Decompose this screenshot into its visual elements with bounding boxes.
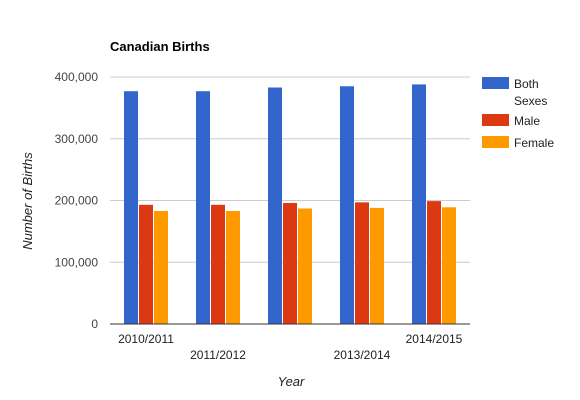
bar-male[interactable] xyxy=(427,201,441,324)
legend-label: Female xyxy=(514,136,554,150)
y-tick-label: 300,000 xyxy=(55,132,99,146)
x-tick-label: 2013/2014 xyxy=(334,348,391,362)
y-axis-tick-labels: 0 100,000 200,000 300,000 400,000 xyxy=(55,70,99,331)
x-axis-label: Year xyxy=(278,374,305,389)
bar-male[interactable] xyxy=(283,202,297,324)
legend-swatch xyxy=(482,77,509,89)
bar-both-sexes[interactable] xyxy=(124,91,138,324)
bar-female[interactable] xyxy=(370,207,384,324)
bar-female[interactable] xyxy=(154,210,168,324)
bar-male[interactable] xyxy=(355,202,369,324)
legend-swatch xyxy=(482,114,509,126)
bar-female[interactable] xyxy=(442,207,456,324)
bar-male[interactable] xyxy=(139,204,153,324)
x-axis-tick-labels: 2010/2011 2011/2012 2013/2014 2014/2015 xyxy=(118,332,463,362)
bar-both-sexes[interactable] xyxy=(412,84,426,324)
legend: Both Sexes Male Female xyxy=(482,77,554,150)
legend-label: Both Sexes xyxy=(514,77,547,108)
y-tick-label: 100,000 xyxy=(55,255,99,269)
legend-label: Male xyxy=(514,114,540,128)
bar-both-sexes[interactable] xyxy=(340,86,354,324)
y-tick-label: 0 xyxy=(91,317,98,331)
y-tick-label: 200,000 xyxy=(55,194,99,208)
bar-both-sexes[interactable] xyxy=(196,91,210,324)
chart-title: Canadian Births xyxy=(110,39,210,54)
bars xyxy=(124,84,456,324)
bar-female[interactable] xyxy=(298,208,312,324)
bar-both-sexes[interactable] xyxy=(268,87,282,324)
x-tick-label: 2010/2011 xyxy=(118,332,174,346)
y-axis-label: Number of Births xyxy=(20,152,35,250)
legend-swatch xyxy=(482,136,509,148)
bar-female[interactable] xyxy=(226,210,240,324)
x-tick-label: 2014/2015 xyxy=(406,332,463,346)
y-tick-label: 400,000 xyxy=(55,70,99,84)
x-tick-label: 2011/2012 xyxy=(190,348,246,362)
bar-male[interactable] xyxy=(211,204,225,324)
